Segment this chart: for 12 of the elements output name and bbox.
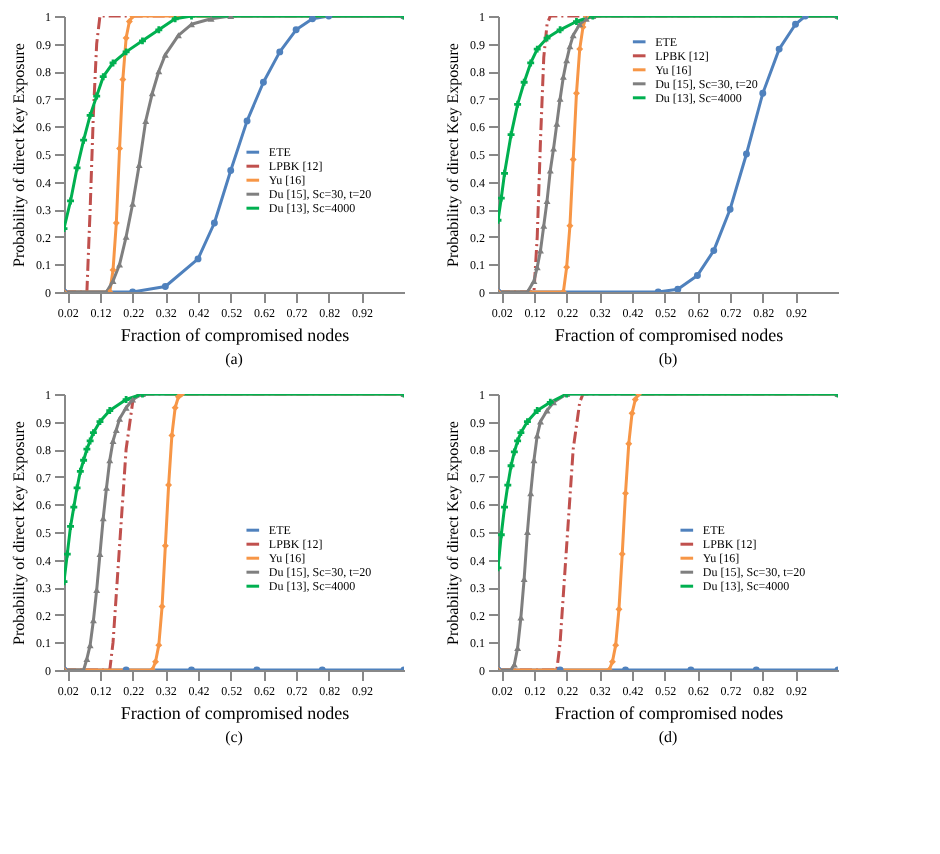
y-axis-title: Probability of direct Key Exposure	[444, 420, 462, 645]
text: (b)	[658, 350, 678, 368]
y-axis-title: Probability of direct Key Exposure	[10, 420, 28, 645]
text: (a)	[225, 350, 244, 368]
x-axis-title: Fraction of compromised nodes	[554, 325, 785, 345]
y-axis-title: Probability of direct Key Exposure	[10, 42, 28, 267]
text: (d)	[658, 728, 678, 746]
x-axis-title: Fraction of compromised nodes	[120, 703, 351, 723]
y-axis-title: Probability of direct Key Exposure	[444, 42, 462, 267]
text: (c)	[225, 728, 244, 746]
x-axis-title: Fraction of compromised nodes	[554, 703, 785, 723]
x-axis-title: Fraction of compromised nodes	[120, 325, 351, 345]
